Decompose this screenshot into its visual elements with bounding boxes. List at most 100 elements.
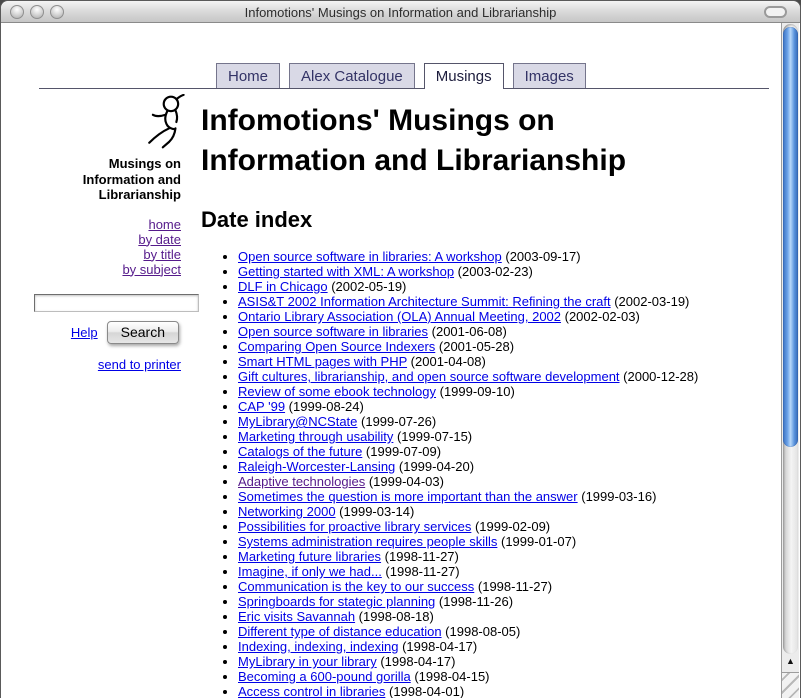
article-link[interactable]: Networking 2000 (238, 504, 336, 519)
article-link[interactable]: Eric visits Savannah (238, 609, 356, 624)
list-item: Open source software in libraries (2001-… (238, 324, 786, 339)
dancing-figure-icon (148, 93, 185, 149)
list-item: Networking 2000 (1999-03-14) (238, 504, 786, 519)
article-link[interactable]: MyLibrary in your library (238, 654, 377, 669)
title-bar[interactable]: Infomotions' Musings on Information and … (1, 1, 800, 23)
list-item: Raleigh-Worcester-Lansing (1999-04-20) (238, 459, 786, 474)
date-index-list: Open source software in libraries: A wor… (201, 249, 786, 698)
article-link[interactable]: DLF in Chicago (238, 279, 328, 294)
sidebar-link-by-date[interactable]: by date (138, 231, 181, 247)
article-link[interactable]: Smart HTML pages with PHP (238, 354, 408, 369)
article-link[interactable]: Open source software in libraries (238, 324, 429, 339)
list-item: Getting started with XML: A workshop (20… (238, 264, 786, 279)
minimize-button-icon[interactable] (30, 5, 44, 19)
article-link[interactable]: Possibilities for proactive library serv… (238, 519, 472, 534)
scroll-up-arrow-icon[interactable]: ▲ (786, 656, 795, 666)
article-link[interactable]: Raleigh-Worcester-Lansing (238, 459, 396, 474)
article-date: (1999-08-24) (285, 399, 364, 414)
article-link[interactable]: Systems administration requires people s… (238, 534, 498, 549)
article-link[interactable]: Comparing Open Source Indexers (238, 339, 436, 354)
article-link[interactable]: Becoming a 600-pound gorilla (238, 669, 411, 684)
list-item: Possibilities for proactive library serv… (238, 519, 786, 534)
article-date: (2003-09-17) (501, 249, 581, 264)
sidebar-link-by-title[interactable]: by title (143, 246, 181, 262)
list-item: Eric visits Savannah (1998-08-18) (238, 609, 786, 624)
help-link[interactable]: Help (70, 324, 98, 340)
list-item: Marketing future libraries (1998-11-27) (238, 549, 786, 564)
list-item: Becoming a 600-pound gorilla (1998-04-15… (238, 669, 786, 684)
article-date: (1998-04-17) (398, 639, 478, 654)
search-input[interactable] (34, 293, 199, 312)
close-button-icon[interactable] (10, 5, 24, 19)
article-link[interactable]: Review of some ebook technology (238, 384, 437, 399)
article-date: (2003-02-23) (454, 264, 533, 279)
toolbar-toggle-icon[interactable] (764, 6, 787, 18)
list-item: Ontario Library Association (OLA) Annual… (238, 309, 786, 324)
article-link[interactable]: Marketing through usability (238, 429, 394, 444)
scrollbar-thumb[interactable] (783, 27, 798, 447)
window-resize-grip-icon[interactable] (782, 672, 799, 698)
article-date: (2002-05-19) (327, 279, 407, 294)
article-link[interactable]: Getting started with XML: A workshop (238, 264, 455, 279)
list-item: MyLibrary@NCState (1999-07-26) (238, 414, 786, 429)
article-date: (1998-04-15) (410, 669, 490, 684)
article-link[interactable]: Access control in libraries (238, 684, 386, 698)
sidebar-link-home[interactable]: home (148, 216, 181, 232)
article-date: (2002-03-19) (610, 294, 690, 309)
article-date: (2001-06-08) (428, 324, 507, 339)
article-date: (1998-08-18) (355, 609, 434, 624)
article-link[interactable]: Sometimes the question is more important… (238, 489, 578, 504)
tab-images[interactable]: Images (512, 63, 586, 88)
search-button[interactable]: Search (106, 320, 179, 344)
article-link[interactable]: Marketing future libraries (238, 549, 382, 564)
send-to-printer-link[interactable]: send to printer (97, 356, 181, 372)
list-item: DLF in Chicago (2002-05-19) (238, 279, 786, 294)
article-date: (1999-02-09) (471, 519, 551, 534)
list-item: Review of some ebook technology (1999-09… (238, 384, 786, 399)
sidebar-link-by-subject[interactable]: by subject (122, 261, 181, 277)
sidebar: Musings on Information and Librarianship… (34, 93, 199, 372)
list-item: MyLibrary in your library (1998-04-17) (238, 654, 786, 669)
article-date: (1998-04-17) (376, 654, 456, 669)
article-link[interactable]: ASIS&T 2002 Information Architecture Sum… (238, 294, 611, 309)
article-link[interactable]: CAP '99 (238, 399, 286, 414)
article-link[interactable]: Gift cultures, librarianship, and open s… (238, 369, 620, 384)
article-date: (1999-04-20) (395, 459, 475, 474)
article-date: (1999-03-14) (335, 504, 415, 519)
article-link[interactable]: Indexing, indexing, indexing (238, 639, 399, 654)
list-item: Smart HTML pages with PHP (2001-04-08) (238, 354, 786, 369)
tab-musings[interactable]: Musings (423, 63, 504, 89)
article-link[interactable]: MyLibrary@NCState (238, 414, 358, 429)
article-date: (1999-07-09) (362, 444, 442, 459)
list-item: Catalogs of the future (1999-07-09) (238, 444, 786, 459)
list-item: Adaptive technologies (1999-04-03) (238, 474, 786, 489)
zoom-button-icon[interactable] (50, 5, 64, 19)
vertical-scrollbar[interactable]: ▲ (781, 23, 799, 698)
article-link[interactable]: Catalogs of the future (238, 444, 363, 459)
article-date: (1998-11-27) (381, 549, 459, 564)
page-title: Infomotions' Musings on Information and … (201, 104, 627, 177)
article-link[interactable]: Imagine, if only we had... (238, 564, 382, 579)
article-date: (1999-04-03) (365, 474, 444, 489)
article-link[interactable]: Adaptive technologies (238, 474, 366, 489)
article-link[interactable]: Different type of distance education (238, 624, 442, 639)
list-item: Access control in libraries (1998-04-01) (238, 684, 786, 698)
article-link[interactable]: Communication is the key to our success (238, 579, 475, 594)
article-date: (1999-01-07) (497, 534, 577, 549)
window-title: Infomotions' Musings on Information and … (244, 5, 557, 20)
article-link[interactable]: Ontario Library Association (OLA) Annual… (238, 309, 562, 324)
list-item: Springboards for stategic planning (1998… (238, 594, 786, 609)
tab-alex-catalogue[interactable]: Alex Catalogue (289, 63, 415, 88)
scrollbar-track[interactable] (783, 24, 798, 654)
list-item: Open source software in libraries: A wor… (238, 249, 786, 264)
list-item: Indexing, indexing, indexing (1998-04-17… (238, 639, 786, 654)
article-date: (1998-11-27) (474, 579, 553, 594)
article-link[interactable]: Springboards for stategic planning (238, 594, 436, 609)
tab-home[interactable]: Home (216, 63, 281, 88)
section-title: Date index (201, 207, 313, 232)
article-date: (1999-07-15) (393, 429, 473, 444)
article-link[interactable]: Open source software in libraries: A wor… (238, 249, 502, 264)
article-date: (2002-02-03) (561, 309, 640, 324)
article-date: (1998-04-01) (385, 684, 465, 698)
